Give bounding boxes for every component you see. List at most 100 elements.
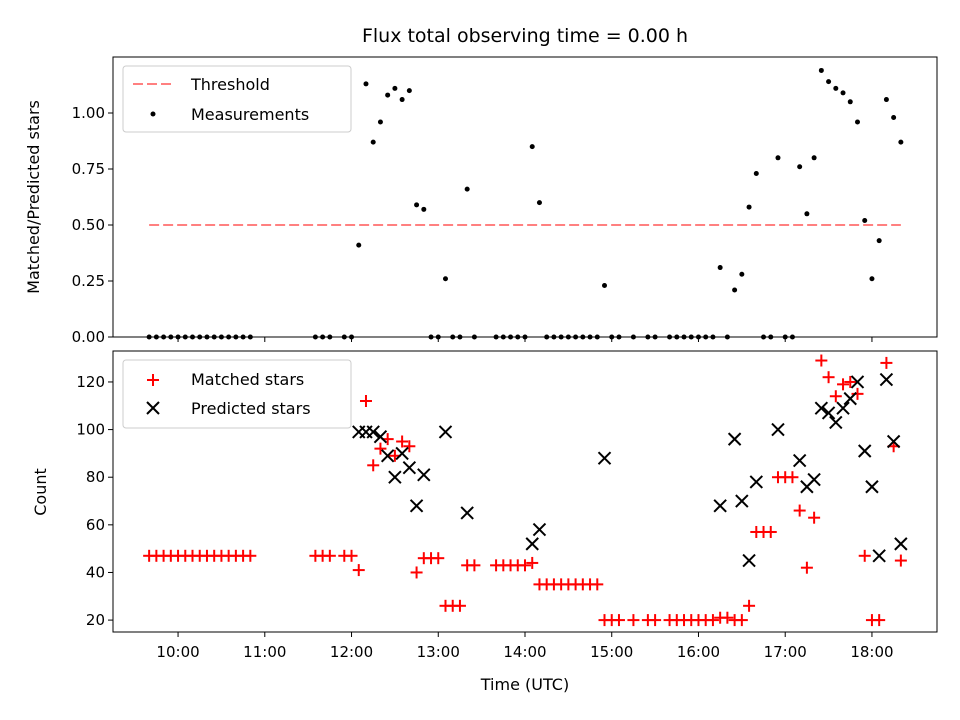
matched-star-point	[323, 549, 336, 562]
bottom-plot-area	[143, 354, 908, 627]
measurement-point	[536, 200, 542, 206]
matched-star-point	[721, 611, 734, 624]
x-tick-label: 15:00	[590, 643, 633, 661]
matched-star-point	[359, 395, 372, 408]
matched-star-point	[743, 599, 756, 612]
bottom-y-axis-label: Count	[31, 468, 50, 516]
predicted-star-point	[438, 425, 453, 439]
matched-star-point	[735, 614, 748, 627]
measurement-point	[414, 202, 420, 208]
predicted-star-point	[807, 472, 821, 487]
measurement-point	[739, 271, 745, 277]
matched-star-point	[403, 440, 416, 453]
predicted-star-point	[532, 522, 547, 537]
matched-star-point	[800, 561, 813, 574]
measurement-point	[775, 155, 781, 161]
measurement-point	[464, 186, 470, 192]
matched-star-point	[894, 554, 907, 567]
predicted-star-point	[879, 372, 894, 387]
matched-star-point	[873, 614, 886, 627]
matched-star-point	[453, 599, 466, 612]
predicted-star-point	[597, 451, 612, 465]
predicted-star-point	[417, 468, 431, 482]
top-y-tick-label: 0.50	[72, 216, 105, 234]
x-tick-label: 12:00	[330, 643, 373, 661]
legend-measurements-marker	[150, 111, 156, 117]
predicted-star-point	[402, 460, 417, 475]
top-y-tick-label: 0.75	[72, 160, 105, 178]
measurement-point	[732, 287, 738, 293]
x-tick-label: 10:00	[156, 643, 199, 661]
matched-star-point	[468, 559, 481, 572]
predicted-star-point	[727, 432, 742, 446]
matched-star-point	[345, 549, 358, 562]
measurement-point	[898, 139, 904, 145]
matched-star-point	[815, 354, 828, 367]
predicted-star-point	[886, 434, 901, 449]
predicted-star-point	[713, 499, 727, 513]
bottom-y-tick-label: 40	[86, 563, 105, 581]
measurement-point	[746, 204, 752, 210]
measurement-point	[529, 144, 535, 150]
legend-predicted-label: Predicted stars	[191, 399, 311, 418]
top-y-axis-label: Matched/Predicted stars	[24, 100, 43, 294]
matched-star-point	[432, 552, 445, 565]
matched-star-point	[851, 387, 864, 400]
x-tick-label: 17:00	[764, 643, 807, 661]
bottom-legend: Matched stars Predicted stars	[122, 359, 352, 429]
matched-star-point	[352, 564, 365, 577]
measurement-point	[392, 85, 398, 91]
top-legend: Threshold Measurements	[122, 65, 352, 133]
bottom-panel: 20 40 60 80 100 120 10:00 11:00 12:00 13:00 14:00…	[31, 350, 938, 694]
top-panel: 0.00 0.25 0.50 0.75 1.00 Matched/Predicted s…	[24, 56, 938, 346]
predicted-star-point	[792, 453, 807, 468]
predicted-star-point	[373, 430, 388, 444]
matched-star-point	[396, 435, 409, 448]
legend-matched-label: Matched stars	[191, 370, 304, 389]
matched-star-point	[526, 556, 539, 569]
legend-measurements-label: Measurements	[191, 105, 309, 124]
predicted-star-point	[858, 444, 872, 458]
x-tick-label: 14:00	[503, 643, 546, 661]
measurement-point	[818, 67, 824, 73]
predicted-star-point	[742, 553, 756, 568]
measurement-point	[717, 265, 723, 271]
matched-star-point	[837, 378, 850, 391]
top-legend-box	[122, 65, 352, 133]
predicted-star-point	[829, 415, 843, 430]
measurement-point	[869, 276, 875, 282]
legend-threshold-label: Threshold	[190, 75, 270, 94]
measurement-point	[854, 119, 860, 125]
predicted-star-point	[865, 480, 879, 494]
measurement-point	[602, 282, 608, 288]
x-tick-label: 13:00	[417, 643, 460, 661]
measurement-point	[370, 139, 376, 145]
measurement-point	[811, 155, 817, 161]
bottom-y-tick-label: 20	[86, 611, 105, 629]
bottom-legend-box	[122, 359, 352, 429]
predicted-star-point	[836, 401, 850, 415]
matched-star-point	[591, 578, 604, 591]
top-x-ticks	[177, 337, 873, 342]
measurement-point	[840, 90, 846, 96]
measurement-point	[406, 88, 412, 94]
measurement-point	[753, 170, 759, 176]
legend-matched-marker	[147, 374, 159, 386]
matched-star-point	[808, 511, 821, 524]
predicted-star-point	[850, 375, 865, 389]
measurement-point	[847, 99, 853, 105]
bottom-x-ticks: 10:00 11:00 12:00 13:00 14:00 15:00 16:00 17:00…	[156, 632, 894, 661]
measurement-point	[363, 81, 369, 87]
matched-star-point	[822, 371, 835, 384]
predicted-star-point	[814, 401, 829, 415]
top-y-tick-label: 0.00	[72, 328, 105, 346]
measurement-point	[797, 164, 803, 170]
matched-star-point	[649, 614, 662, 627]
x-tick-label: 11:00	[243, 643, 286, 661]
top-y-tick-label: 0.25	[72, 272, 105, 290]
predicted-star-point	[409, 499, 424, 513]
predicted-star-point	[388, 470, 402, 484]
matched-star-point	[880, 356, 893, 369]
measurement-point	[385, 92, 391, 98]
